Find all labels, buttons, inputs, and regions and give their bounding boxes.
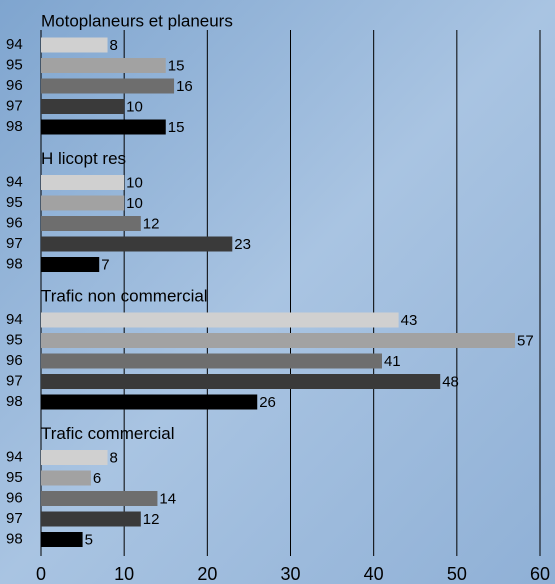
y-tick-label: 95 [6,469,23,486]
x-tick-label: 0 [36,564,46,584]
bar [41,119,166,135]
group-title: H licopt res [41,149,126,168]
value-label: 10 [126,195,143,212]
bar [41,236,233,252]
x-tick-label: 30 [280,564,300,584]
value-label: 5 [85,531,93,548]
y-tick-label: 94 [6,36,23,53]
value-label: 14 [159,490,176,507]
group-title: Trafic commercial [41,424,175,443]
value-label: 12 [143,511,160,528]
x-tick-label: 50 [447,564,467,584]
value-label: 15 [168,57,185,74]
value-label: 16 [176,78,193,95]
y-tick-label: 94 [6,173,23,190]
y-tick-label: 97 [6,372,23,389]
x-tick-label: 20 [197,564,217,584]
bar [41,374,441,389]
bar [41,257,100,272]
y-tick-label: 97 [6,235,23,252]
y-tick-label: 96 [6,489,23,506]
y-tick-label: 96 [6,352,23,369]
value-label: 10 [126,174,143,191]
bar [41,491,158,506]
y-tick-label: 98 [6,118,23,135]
bar [41,353,382,369]
y-tick-label: 96 [6,77,23,94]
y-tick-label: 98 [6,393,23,410]
value-label: 8 [110,449,118,466]
x-tick-label: 10 [114,564,134,584]
bar [41,195,125,211]
bar [41,511,141,527]
value-label: 23 [234,236,251,253]
y-tick-label: 97 [6,97,23,114]
x-tick-label: 40 [364,564,384,584]
value-label: 7 [101,256,109,273]
value-label: 10 [126,98,143,115]
bar [41,450,108,465]
bar [41,58,166,73]
bar [41,394,258,410]
bar [41,78,175,94]
value-label: 41 [384,353,401,370]
value-label: 15 [168,119,185,136]
value-label: 12 [143,215,160,232]
value-label: 43 [401,312,418,329]
value-label: 48 [442,373,459,390]
value-label: 6 [93,470,101,487]
bar [41,216,141,231]
y-tick-label: 98 [6,255,23,272]
y-tick-label: 95 [6,56,23,73]
bar [41,175,125,190]
bar [41,470,91,486]
x-tick-label: 60 [530,564,550,584]
group-title: Motoplaneurs et planeurs [41,11,233,30]
bar [41,37,108,53]
value-label: 26 [259,394,276,411]
value-label: 8 [110,37,118,54]
group-title: Trafic non commercial [41,286,208,305]
y-tick-label: 94 [6,311,23,328]
y-tick-label: 94 [6,448,23,465]
bar [41,532,83,547]
bar [41,99,125,114]
y-tick-label: 98 [6,530,23,547]
bar [41,333,516,348]
bar [41,312,399,328]
y-tick-label: 96 [6,214,23,231]
value-label: 57 [517,332,534,349]
y-tick-label: 95 [6,331,23,348]
y-tick-label: 95 [6,194,23,211]
y-tick-label: 97 [6,510,23,527]
